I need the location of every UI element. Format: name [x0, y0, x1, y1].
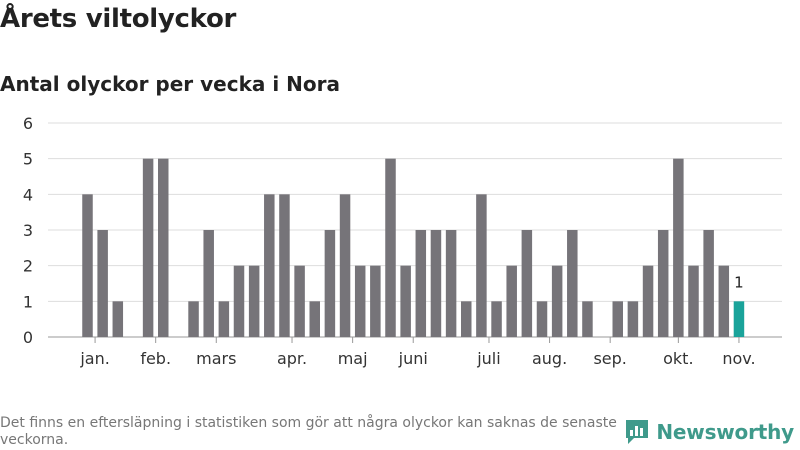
bar	[476, 194, 487, 337]
bar	[567, 230, 578, 337]
bar	[203, 230, 214, 337]
bar	[354, 265, 366, 337]
bar	[294, 265, 305, 337]
bar	[264, 194, 275, 337]
bar	[309, 301, 320, 337]
bar	[506, 265, 517, 337]
bar	[385, 158, 396, 337]
bar	[521, 230, 533, 337]
bar	[703, 230, 714, 337]
bar-chart: 0 1 2 3 4 5 6 1 jan. feb. mars apr. maj juni juli aug. s…	[23, 114, 782, 368]
brand-name: Newsworthy	[656, 420, 794, 444]
bar	[82, 194, 93, 337]
y-tick-label: 3	[23, 221, 33, 240]
bar	[688, 265, 699, 337]
brand-logo: Newsworthy	[624, 418, 794, 446]
bar	[158, 158, 169, 337]
bar	[461, 301, 472, 337]
x-tick-label: sep.	[593, 349, 626, 368]
y-tick-label: 5	[23, 150, 33, 169]
x-tick-label: apr.	[277, 349, 307, 368]
bar	[430, 230, 442, 337]
bar	[339, 194, 351, 337]
bar	[536, 301, 548, 337]
x-tick-label: nov.	[722, 349, 755, 368]
x-tick-label: juli	[476, 349, 500, 368]
bar-latest-week	[733, 301, 745, 337]
bar	[248, 265, 260, 337]
y-tick-label: 0	[23, 328, 33, 347]
x-tick-label: okt.	[663, 349, 693, 368]
y-tick-label: 2	[23, 257, 33, 276]
data-label-latest: 1	[734, 273, 744, 291]
bar	[673, 158, 684, 337]
bar	[279, 194, 290, 337]
bar	[112, 301, 124, 337]
bar	[491, 301, 502, 337]
x-tick-label: aug.	[532, 349, 567, 368]
bar	[657, 230, 669, 337]
y-tick-label: 1	[23, 292, 33, 311]
x-tick-label: juni	[398, 349, 428, 368]
bar	[97, 230, 108, 337]
bar	[415, 230, 427, 337]
bar	[400, 265, 411, 337]
x-tick-label: feb.	[140, 349, 171, 368]
bar	[582, 301, 593, 337]
footnote: Det finns en eftersläpning i statistiken…	[0, 415, 617, 448]
bar	[188, 301, 199, 337]
chart-subtitle: Antal olyckor per vecka i Nora	[0, 72, 340, 96]
bar	[142, 158, 154, 337]
bar	[612, 301, 623, 337]
bar	[218, 301, 230, 337]
x-tick-label: maj	[338, 349, 368, 368]
y-tick-label: 4	[23, 185, 33, 204]
x-tick-label: jan.	[79, 349, 109, 368]
bar	[445, 230, 457, 337]
bar	[627, 301, 639, 337]
y-tick-label: 6	[23, 114, 33, 133]
bar	[324, 230, 336, 337]
bar	[642, 265, 654, 337]
bar	[718, 265, 730, 337]
x-tick-label: mars	[196, 349, 236, 368]
bar	[370, 265, 381, 337]
bar	[551, 265, 563, 337]
bar	[233, 265, 245, 337]
chart-title: Årets viltolyckor	[0, 4, 237, 34]
newsworthy-logo-icon	[626, 420, 649, 444]
